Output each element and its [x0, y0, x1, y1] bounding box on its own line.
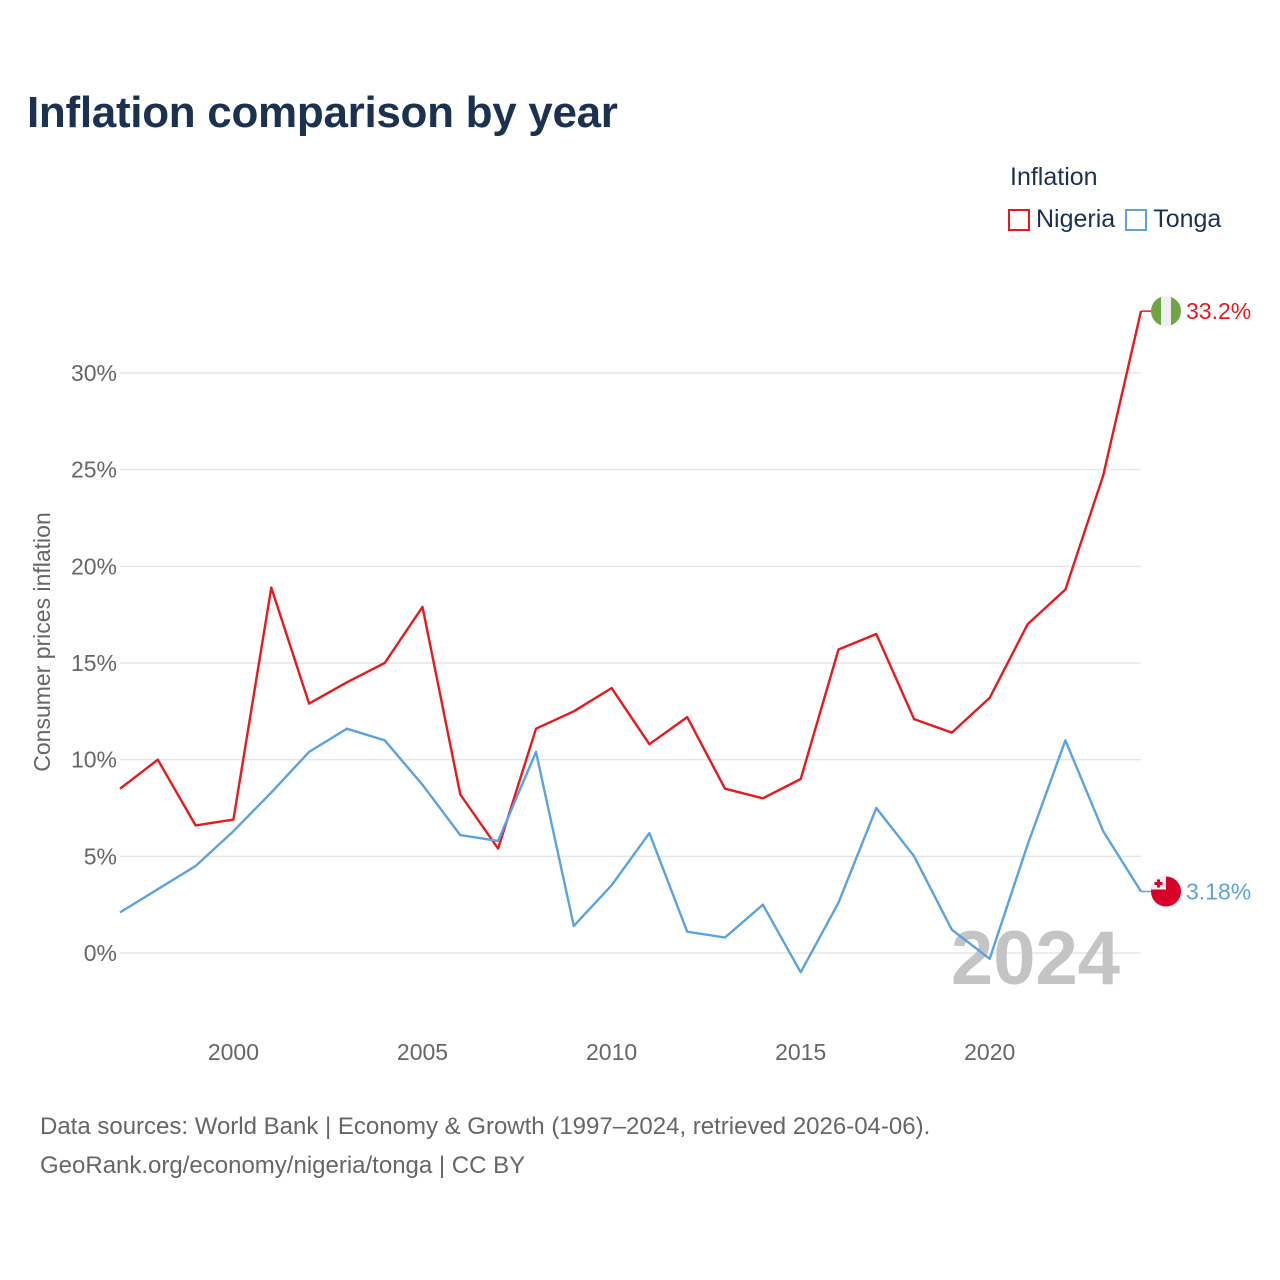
- nigeria-flag-icon: [1151, 296, 1181, 327]
- y-tick-label: 20%: [71, 553, 117, 579]
- y-axis-ticks: 0% 5% 10% 15% 20% 25% 30%: [71, 360, 117, 966]
- x-tick-label: 2015: [775, 1039, 826, 1065]
- source-line-2[interactable]: GeoRank.org/economy/nigeria/tonga | CC B…: [40, 1152, 526, 1179]
- legend-label-nigeria: Nigeria: [1036, 205, 1116, 233]
- source-line-1: Data sources: World Bank | Economy & Gro…: [40, 1113, 931, 1140]
- legend-item-nigeria[interactable]: Nigeria: [1008, 205, 1115, 234]
- legend-swatch-tonga: [1125, 208, 1148, 231]
- x-tick-label: 2020: [964, 1039, 1015, 1065]
- gridlines: [120, 372, 1141, 954]
- tonga-flag-icon: [1151, 876, 1181, 907]
- x-axis-ticks: 2000 2005 2010 2015 2020: [208, 1039, 1015, 1065]
- chart-title: Inflation comparison by year: [27, 88, 618, 137]
- end-markers: 33.2% 3.18%: [1141, 296, 1251, 907]
- x-tick-label: 2000: [208, 1039, 259, 1065]
- legend-title: Inflation: [1010, 163, 1098, 191]
- y-tick-label: 30%: [71, 360, 117, 386]
- x-tick-label: 2010: [586, 1039, 637, 1065]
- legend-swatch-nigeria: [1008, 208, 1030, 231]
- x-tick-label: 2005: [397, 1039, 448, 1065]
- y-tick-label: 15%: [71, 650, 117, 676]
- y-tick-label: 5%: [84, 843, 117, 869]
- legend-label-tonga: Tonga: [1153, 205, 1222, 233]
- series-line-tonga[interactable]: [119, 727, 1143, 974]
- end-value-label-nigeria: 33.2%: [1186, 298, 1251, 324]
- y-axis-label: Consumer prices inflation: [29, 512, 55, 772]
- series-line-nigeria[interactable]: [119, 310, 1143, 850]
- y-tick-label: 10%: [71, 747, 117, 773]
- year-watermark: 2024: [951, 916, 1120, 1001]
- legend: Nigeria Tonga: [1008, 205, 1231, 234]
- series-lines: [119, 310, 1143, 974]
- legend-item-tonga[interactable]: Tonga: [1125, 205, 1221, 234]
- y-tick-label: 25%: [71, 457, 117, 483]
- end-value-label-tonga: 3.18%: [1186, 879, 1251, 905]
- source-note: Data sources: World Bank | Economy & Gro…: [40, 1107, 930, 1185]
- y-tick-label: 0%: [84, 940, 117, 966]
